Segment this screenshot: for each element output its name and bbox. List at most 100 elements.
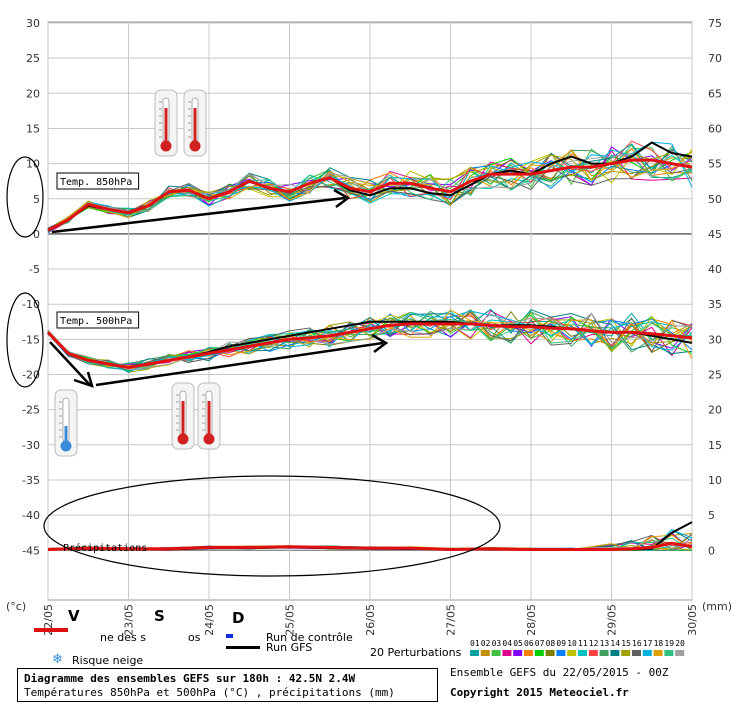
left-tick-label: 25	[26, 52, 40, 65]
perturbation-swatch	[556, 650, 566, 656]
perturbation-swatch	[642, 650, 652, 656]
mean-swatch	[34, 628, 68, 632]
perturbation-number: 16	[632, 639, 642, 648]
perturbation-line	[47, 144, 693, 231]
perturbation-number: 17	[643, 639, 653, 648]
snowflake-icon: ❄	[52, 652, 63, 667]
perturbation-number: 04	[502, 639, 512, 648]
perturbation-line	[47, 311, 693, 373]
date-tick-label: 22/05	[42, 604, 55, 636]
perturbation-number: 09	[556, 639, 566, 648]
perturbation-line	[47, 308, 693, 368]
right-tick-label: 10	[708, 474, 722, 487]
right-tick-label: 5	[708, 509, 715, 522]
perturbation-swatch	[588, 650, 598, 656]
footer-title: Diagramme des ensembles GEFS sur 180h : …	[24, 672, 356, 685]
perturbation-swatch	[621, 650, 631, 656]
right-tick-label: 35	[708, 298, 722, 311]
right-tick-label: 30	[708, 333, 722, 346]
warm-thermometer-icon	[183, 89, 207, 157]
run-info: Ensemble GEFS du 22/05/2015 - 00Z	[450, 666, 669, 679]
panel-label: Temp. 500hPa	[60, 316, 132, 327]
perturbation-swatch	[653, 650, 663, 656]
panel-labels: Temp. 850hPa Temp. 500hPa Précipitations	[56, 172, 147, 554]
panel-label-box	[56, 311, 140, 329]
date-tick-label: 30/05	[686, 604, 699, 636]
oval-annotation	[6, 292, 44, 388]
left-axis-unit: (°c)	[6, 600, 26, 613]
perturbation-swatch	[578, 650, 587, 656]
date-tick-label: 25/05	[284, 604, 297, 636]
trend-arrow-head	[371, 333, 389, 353]
panel-label: Précipitations	[63, 542, 147, 554]
date-tick-label: 26/05	[364, 604, 377, 636]
gfs-swatch	[226, 646, 260, 649]
panel-label-box	[56, 172, 140, 190]
left-tick-label: 20	[26, 87, 40, 100]
perturbation-number: 15	[621, 639, 631, 648]
date-tick-label: 28/05	[525, 604, 538, 636]
perturbation-swatch	[599, 650, 609, 656]
perturbation-number: 20	[675, 639, 685, 648]
mean-legend-label: ne des s	[100, 631, 146, 644]
warm-thermometer-icon	[197, 382, 221, 450]
warm-thermometer-icon	[171, 382, 195, 450]
ensemble-mean-line	[47, 541, 693, 552]
date-tick-label: 23/05	[123, 604, 136, 636]
oval-annotation	[6, 156, 44, 238]
annotations	[6, 156, 501, 577]
perturbation-number: 19	[664, 639, 674, 648]
right-tick-label: 40	[708, 263, 722, 276]
trend-arrow	[51, 196, 346, 234]
right-tick-label: 55	[708, 158, 722, 171]
perturbation-swatch	[610, 650, 620, 656]
right-axis-unit: (mm)	[702, 600, 732, 613]
left-tick-label: 0	[33, 228, 40, 241]
control-legend-label: Run de contrôle	[266, 631, 353, 644]
right-tick-label: 15	[708, 439, 722, 452]
perturbation-swatch	[534, 650, 544, 656]
left-tick-label: -25	[22, 404, 40, 417]
oval-annotation	[43, 475, 501, 577]
perturbation-line	[47, 149, 693, 231]
perturbation-number: 06	[524, 639, 534, 648]
left-tick-label: 30	[26, 17, 40, 30]
control-swatch	[226, 634, 233, 638]
perturbation-swatch	[513, 650, 523, 656]
right-tick-label: 75	[708, 17, 722, 30]
perturbation-swatch	[480, 650, 490, 656]
left-tick-label: -5	[29, 263, 40, 276]
left-tick-label: -35	[22, 474, 40, 487]
perturbation-number: 02	[481, 639, 491, 648]
perturbation-line	[47, 312, 693, 371]
left-tick-label: -15	[22, 333, 40, 346]
right-tick-label: 50	[708, 193, 722, 206]
left-tick-label: 5	[33, 193, 40, 206]
right-tick-label: 0	[708, 544, 715, 557]
trend-arrow-head	[73, 371, 94, 388]
perturbation-number: 10	[567, 639, 577, 648]
perturbation-number: 03	[492, 639, 502, 648]
right-tick-label: 60	[708, 122, 722, 135]
warm-thermometer-icon	[154, 89, 178, 157]
perturbation-number: 05	[513, 639, 523, 648]
left-tick-label: -45	[22, 544, 40, 557]
perturbation-number: 11	[578, 639, 588, 648]
perturbation-number: 12	[589, 639, 599, 648]
perturbation-swatch	[664, 650, 674, 656]
perturbation-swatch	[632, 650, 641, 656]
perturbation-number: 14	[610, 639, 620, 648]
left-tick-label: -30	[22, 439, 40, 452]
perturbation-number: 08	[546, 639, 556, 648]
perturbation-number: 18	[654, 639, 664, 648]
day-letter: D	[232, 609, 244, 627]
perturbation-swatch	[470, 650, 479, 656]
day-letter: V	[68, 607, 80, 625]
ensemble-mean-line	[47, 158, 693, 232]
date-tick-label: 29/05	[606, 604, 619, 636]
right-tick-label: 25	[708, 369, 722, 382]
left-tick-label: 15	[26, 122, 40, 135]
perturbation-swatch	[567, 650, 577, 656]
